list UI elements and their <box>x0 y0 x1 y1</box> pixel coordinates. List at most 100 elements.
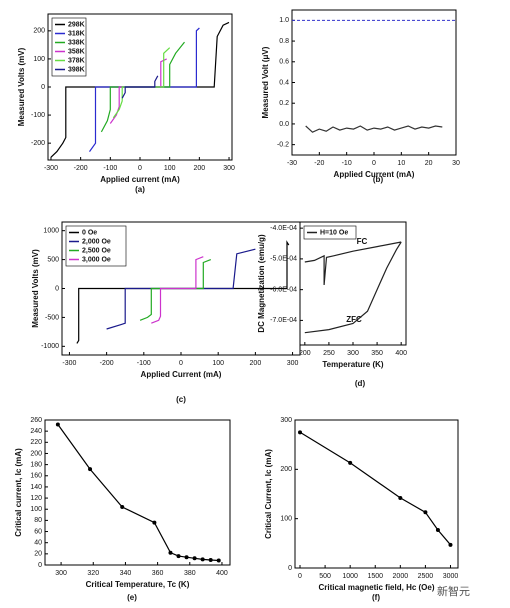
data-point <box>168 550 173 555</box>
y-tick-label: -7.0E-04 <box>270 317 297 324</box>
series-line <box>151 256 204 324</box>
series-line <box>305 125 443 133</box>
series-line <box>109 58 167 124</box>
y-tick-label: 0.4 <box>279 79 289 86</box>
y-axis-label: Measured Volts (mV) <box>31 249 40 328</box>
panel: -30 -20 -10 0 10 20 30 -0.2 0.0 0.2 0.4 0.6 0.8 1.0 Ap… <box>261 9 460 184</box>
legend-label: 298K <box>68 21 85 28</box>
series-line <box>106 248 256 330</box>
data-point <box>200 557 205 562</box>
y-tick-label: 60 <box>34 528 42 535</box>
series-line <box>89 27 200 152</box>
series-line <box>121 75 159 99</box>
x-tick-label: 200 <box>194 165 206 172</box>
plot-frame <box>294 419 459 569</box>
y-tick-label: 200 <box>33 28 45 35</box>
y-tick-label: 0 <box>55 285 59 292</box>
x-tick-label: 350 <box>371 350 383 357</box>
caption: (b) <box>373 175 384 184</box>
x-tick-label: -20 <box>314 160 324 167</box>
x-tick-label: 100 <box>164 165 176 172</box>
y-tick-label: 0 <box>41 84 45 91</box>
data-point <box>192 556 197 561</box>
x-tick-label: -30 <box>287 160 297 167</box>
legend-box <box>303 225 357 240</box>
y-tick-label: 120 <box>30 495 42 502</box>
x-tick-label: 300 <box>223 165 235 172</box>
x-tick-label: 200 <box>299 350 311 357</box>
y-tick-label: 80 <box>34 517 42 524</box>
data-point <box>120 505 125 509</box>
x-tick-label: 0 <box>372 160 376 167</box>
caption: (a) <box>135 185 145 194</box>
caption: (f) <box>372 593 380 602</box>
x-tick-label: 100 <box>212 360 224 367</box>
y-tick-label: 500 <box>47 256 59 263</box>
data-point <box>55 422 60 427</box>
x-tick-label: -200 <box>74 165 88 172</box>
x-axis-label: Temperature (K) <box>322 360 384 369</box>
y-tick-label: -5.0E-04 <box>270 256 297 263</box>
y-tick-label: -200 <box>31 140 45 147</box>
y-tick-label: 240 <box>30 428 42 435</box>
x-tick-label: 300 <box>287 360 299 367</box>
y-tick-label: 1000 <box>43 228 59 235</box>
legend-label: 318K <box>68 30 85 37</box>
y-tick-label: 140 <box>30 484 42 491</box>
data-point <box>398 495 403 500</box>
annotation: FC <box>357 237 368 246</box>
y-tick-label: 260 <box>30 417 42 424</box>
series-line <box>304 241 402 334</box>
y-tick-label: 100 <box>33 56 45 63</box>
x-tick-label: 400 <box>216 570 228 577</box>
legend-label: 338K <box>68 39 85 46</box>
y-tick-label: 220 <box>30 439 42 446</box>
x-axis-label: Applied Current (mA) <box>334 170 415 179</box>
x-tick-label: 3000 <box>443 573 459 580</box>
data-point <box>88 467 93 472</box>
y-tick-label: 0.8 <box>279 38 289 45</box>
plot-frame <box>44 419 231 566</box>
y-tick-label: 100 <box>280 516 292 523</box>
x-tick-label: 1000 <box>342 573 358 580</box>
watermark: 新智元 <box>437 584 470 598</box>
series-line <box>139 259 212 321</box>
x-tick-label: 0 <box>298 573 302 580</box>
y-tick-label: 0.2 <box>279 100 289 107</box>
legend-label: 3,000 Oe <box>82 256 111 263</box>
y-tick-label: 200 <box>280 466 292 473</box>
y-tick-label: -4.0E-04 <box>270 225 297 232</box>
data-point <box>423 510 428 515</box>
x-tick-label: -10 <box>342 160 352 167</box>
y-tick-label: 0 <box>38 562 42 569</box>
caption: (e) <box>127 593 137 602</box>
y-tick-label: 200 <box>30 450 42 457</box>
x-tick-label: -100 <box>137 360 151 367</box>
y-axis-label: Critical Current, Ic (mA) <box>264 449 273 539</box>
y-tick-label: 40 <box>34 540 42 547</box>
x-axis-label: Applied Current (mA) <box>141 370 222 379</box>
data-point <box>435 528 440 533</box>
x-tick-label: 250 <box>323 350 335 357</box>
data-point <box>216 558 221 563</box>
x-tick-label: 30 <box>452 160 460 167</box>
x-tick-label: 2000 <box>393 573 409 580</box>
x-tick-label: -200 <box>100 360 114 367</box>
y-tick-label: 300 <box>280 417 292 424</box>
data-point <box>298 430 303 435</box>
x-tick-label: 2500 <box>418 573 434 580</box>
y-axis-label: Critical current, Ic (mA) <box>14 448 23 537</box>
data-point <box>348 460 353 465</box>
legend-label: 378K <box>68 57 85 64</box>
x-axis-label: Critical magnetic field, Hc (Oe) <box>318 583 434 592</box>
x-tick-label: 0 <box>138 165 142 172</box>
panel: 300 320 340 360 380 400 0 20 40 60 80 100 120 140 160 1… <box>14 417 231 602</box>
y-tick-label: -100 <box>31 112 45 119</box>
x-tick-label: -100 <box>103 165 117 172</box>
legend-label: H=10 Oe <box>320 229 348 236</box>
y-tick-label: 180 <box>30 461 42 468</box>
legend-label: 2,000 Oe <box>82 238 111 245</box>
data-point <box>448 542 453 547</box>
x-axis-label: Applied current (mA) <box>100 175 180 184</box>
